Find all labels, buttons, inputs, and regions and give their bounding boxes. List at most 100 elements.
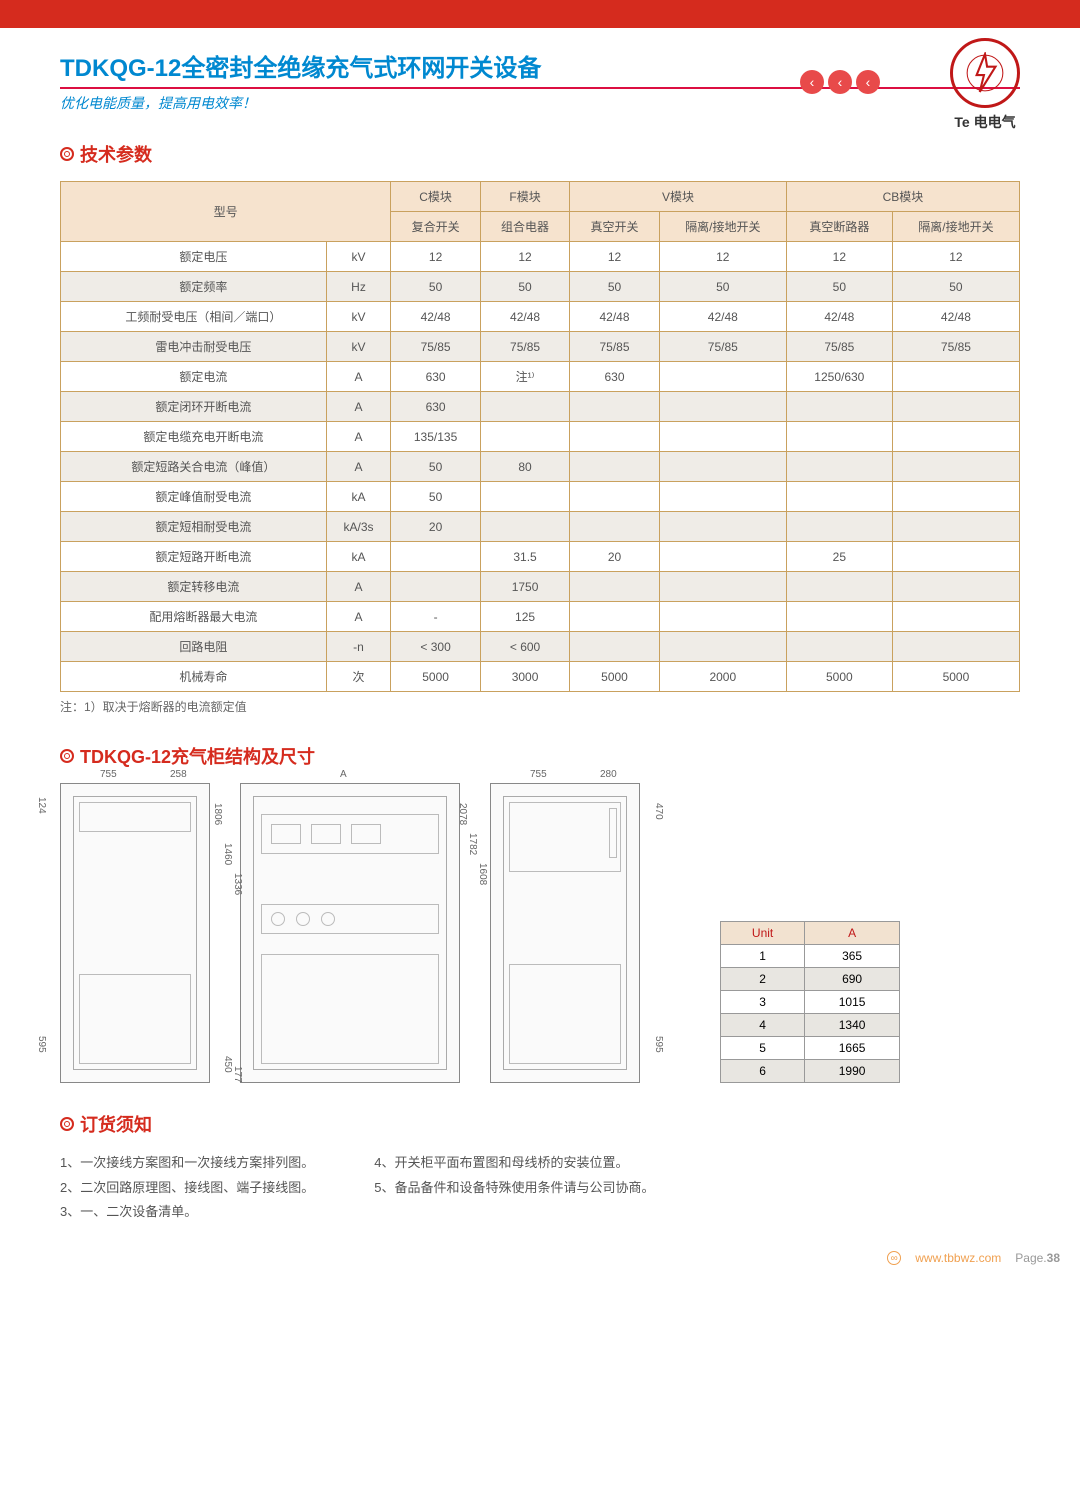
table-row: 额定短路关合电流（峰值）A5080 [61, 452, 1020, 482]
group-header: C模块 [391, 182, 480, 212]
value-cell [892, 602, 1019, 632]
value-cell: 5000 [570, 662, 659, 692]
value-cell [659, 602, 786, 632]
order-item: 4、开关柜平面布置图和母线桥的安装位置。 [374, 1151, 654, 1176]
group-header: F模块 [480, 182, 569, 212]
value-cell: 5 [721, 1037, 805, 1060]
value-cell: 3 [721, 991, 805, 1014]
value-cell [786, 392, 892, 422]
value-cell: 75/85 [892, 332, 1019, 362]
link-icon: ∞ [887, 1251, 901, 1265]
value-cell: 2000 [659, 662, 786, 692]
value-cell [892, 362, 1019, 392]
value-cell [892, 452, 1019, 482]
drawing-left [60, 783, 210, 1083]
param-cell: 额定短路关合电流（峰值） [61, 452, 327, 482]
unit-cell: -n [326, 632, 391, 662]
value-cell: 50 [570, 272, 659, 302]
value-cell: 365 [805, 945, 900, 968]
value-cell: 50 [391, 452, 480, 482]
diagram-area: 755 258 124 595 A [60, 783, 1020, 1083]
value-cell: 12 [570, 242, 659, 272]
value-cell [659, 632, 786, 662]
value-cell [786, 512, 892, 542]
table-row: 额定闭环开断电流A630 [61, 392, 1020, 422]
value-cell [480, 482, 569, 512]
param-cell: 额定短相耐受电流 [61, 512, 327, 542]
value-cell [892, 572, 1019, 602]
unit-cell: kA/3s [326, 512, 391, 542]
value-cell [570, 512, 659, 542]
dim-label: 1460 [222, 843, 233, 865]
param-cell: 额定短路开断电流 [61, 542, 327, 572]
value-cell [391, 542, 480, 572]
value-cell: 42/48 [480, 302, 569, 332]
value-cell [659, 452, 786, 482]
page-footer: ∞ www.tbbwz.com Page.38 [0, 1251, 1080, 1279]
value-cell: 630 [391, 362, 480, 392]
value-cell: 12 [391, 242, 480, 272]
value-cell [659, 572, 786, 602]
value-cell [786, 602, 892, 632]
value-cell [892, 392, 1019, 422]
value-cell [786, 572, 892, 602]
dim-label: 177 [232, 1066, 243, 1083]
model-header: 型号 [61, 182, 391, 242]
value-cell: 5000 [892, 662, 1019, 692]
value-cell: 12 [786, 242, 892, 272]
dim-label: 1806 [212, 803, 223, 825]
value-cell: 80 [480, 452, 569, 482]
value-cell: 75/85 [391, 332, 480, 362]
unit-table: Unit A 1365269031015413405166561990 [720, 921, 900, 1083]
value-cell: 50 [480, 272, 569, 302]
table-row: 工频耐受电压（相间／端口）kV42/4842/4842/4842/4842/48… [61, 302, 1020, 332]
param-cell: 额定闭环开断电流 [61, 392, 327, 422]
value-cell [480, 512, 569, 542]
value-cell: 3000 [480, 662, 569, 692]
value-cell [786, 452, 892, 482]
sub-header: 隔离/接地开关 [659, 212, 786, 242]
value-cell [480, 422, 569, 452]
param-cell: 额定频率 [61, 272, 327, 302]
dim-label: 1336 [232, 873, 243, 895]
value-cell: 1340 [805, 1014, 900, 1037]
value-cell [659, 362, 786, 392]
drawing-center [240, 783, 460, 1083]
value-cell: 4 [721, 1014, 805, 1037]
top-red-bar [0, 0, 1080, 28]
value-cell [570, 452, 659, 482]
footer-url[interactable]: www.tbbwz.com [915, 1251, 1001, 1265]
value-cell: 50 [786, 272, 892, 302]
dim-label: 470 [653, 803, 664, 820]
unit-cell: A [326, 362, 391, 392]
unit-header: A [805, 922, 900, 945]
value-cell [786, 482, 892, 512]
unit-cell: A [326, 392, 391, 422]
value-cell: 75/85 [659, 332, 786, 362]
param-cell: 额定转移电流 [61, 572, 327, 602]
param-cell: 回路电阻 [61, 632, 327, 662]
order-item: 1、一次接线方案图和一次接线方案排列图。 [60, 1151, 314, 1176]
bullet-icon [60, 1117, 74, 1131]
unit-header: Unit [721, 922, 805, 945]
order-item: 2、二次回路原理图、接线图、端子接线图。 [60, 1176, 314, 1201]
param-cell: 额定电缆充电开断电流 [61, 422, 327, 452]
unit-cell: A [326, 572, 391, 602]
drawing-right [490, 783, 640, 1083]
value-cell: 42/48 [892, 302, 1019, 332]
unit-cell: A [326, 422, 391, 452]
table-row: 额定转移电流A 1750 [61, 572, 1020, 602]
value-cell: 1750 [480, 572, 569, 602]
sub-header: 组合电器 [480, 212, 569, 242]
dim-label: 2078 [457, 803, 468, 825]
unit-cell: kA [326, 482, 391, 512]
order-notes: 1、一次接线方案图和一次接线方案排列图。2、二次回路原理图、接线图、端子接线图。… [60, 1151, 1020, 1225]
value-cell [659, 542, 786, 572]
value-cell [892, 512, 1019, 542]
value-cell: < 300 [391, 632, 480, 662]
param-cell: 工频耐受电压（相间／端口） [61, 302, 327, 332]
brand-name: Te 电电气 [950, 112, 1020, 132]
value-cell: 42/48 [659, 302, 786, 332]
bullet-icon [60, 147, 74, 161]
table-row: 额定电流A630注¹⁾6301250/630 [61, 362, 1020, 392]
